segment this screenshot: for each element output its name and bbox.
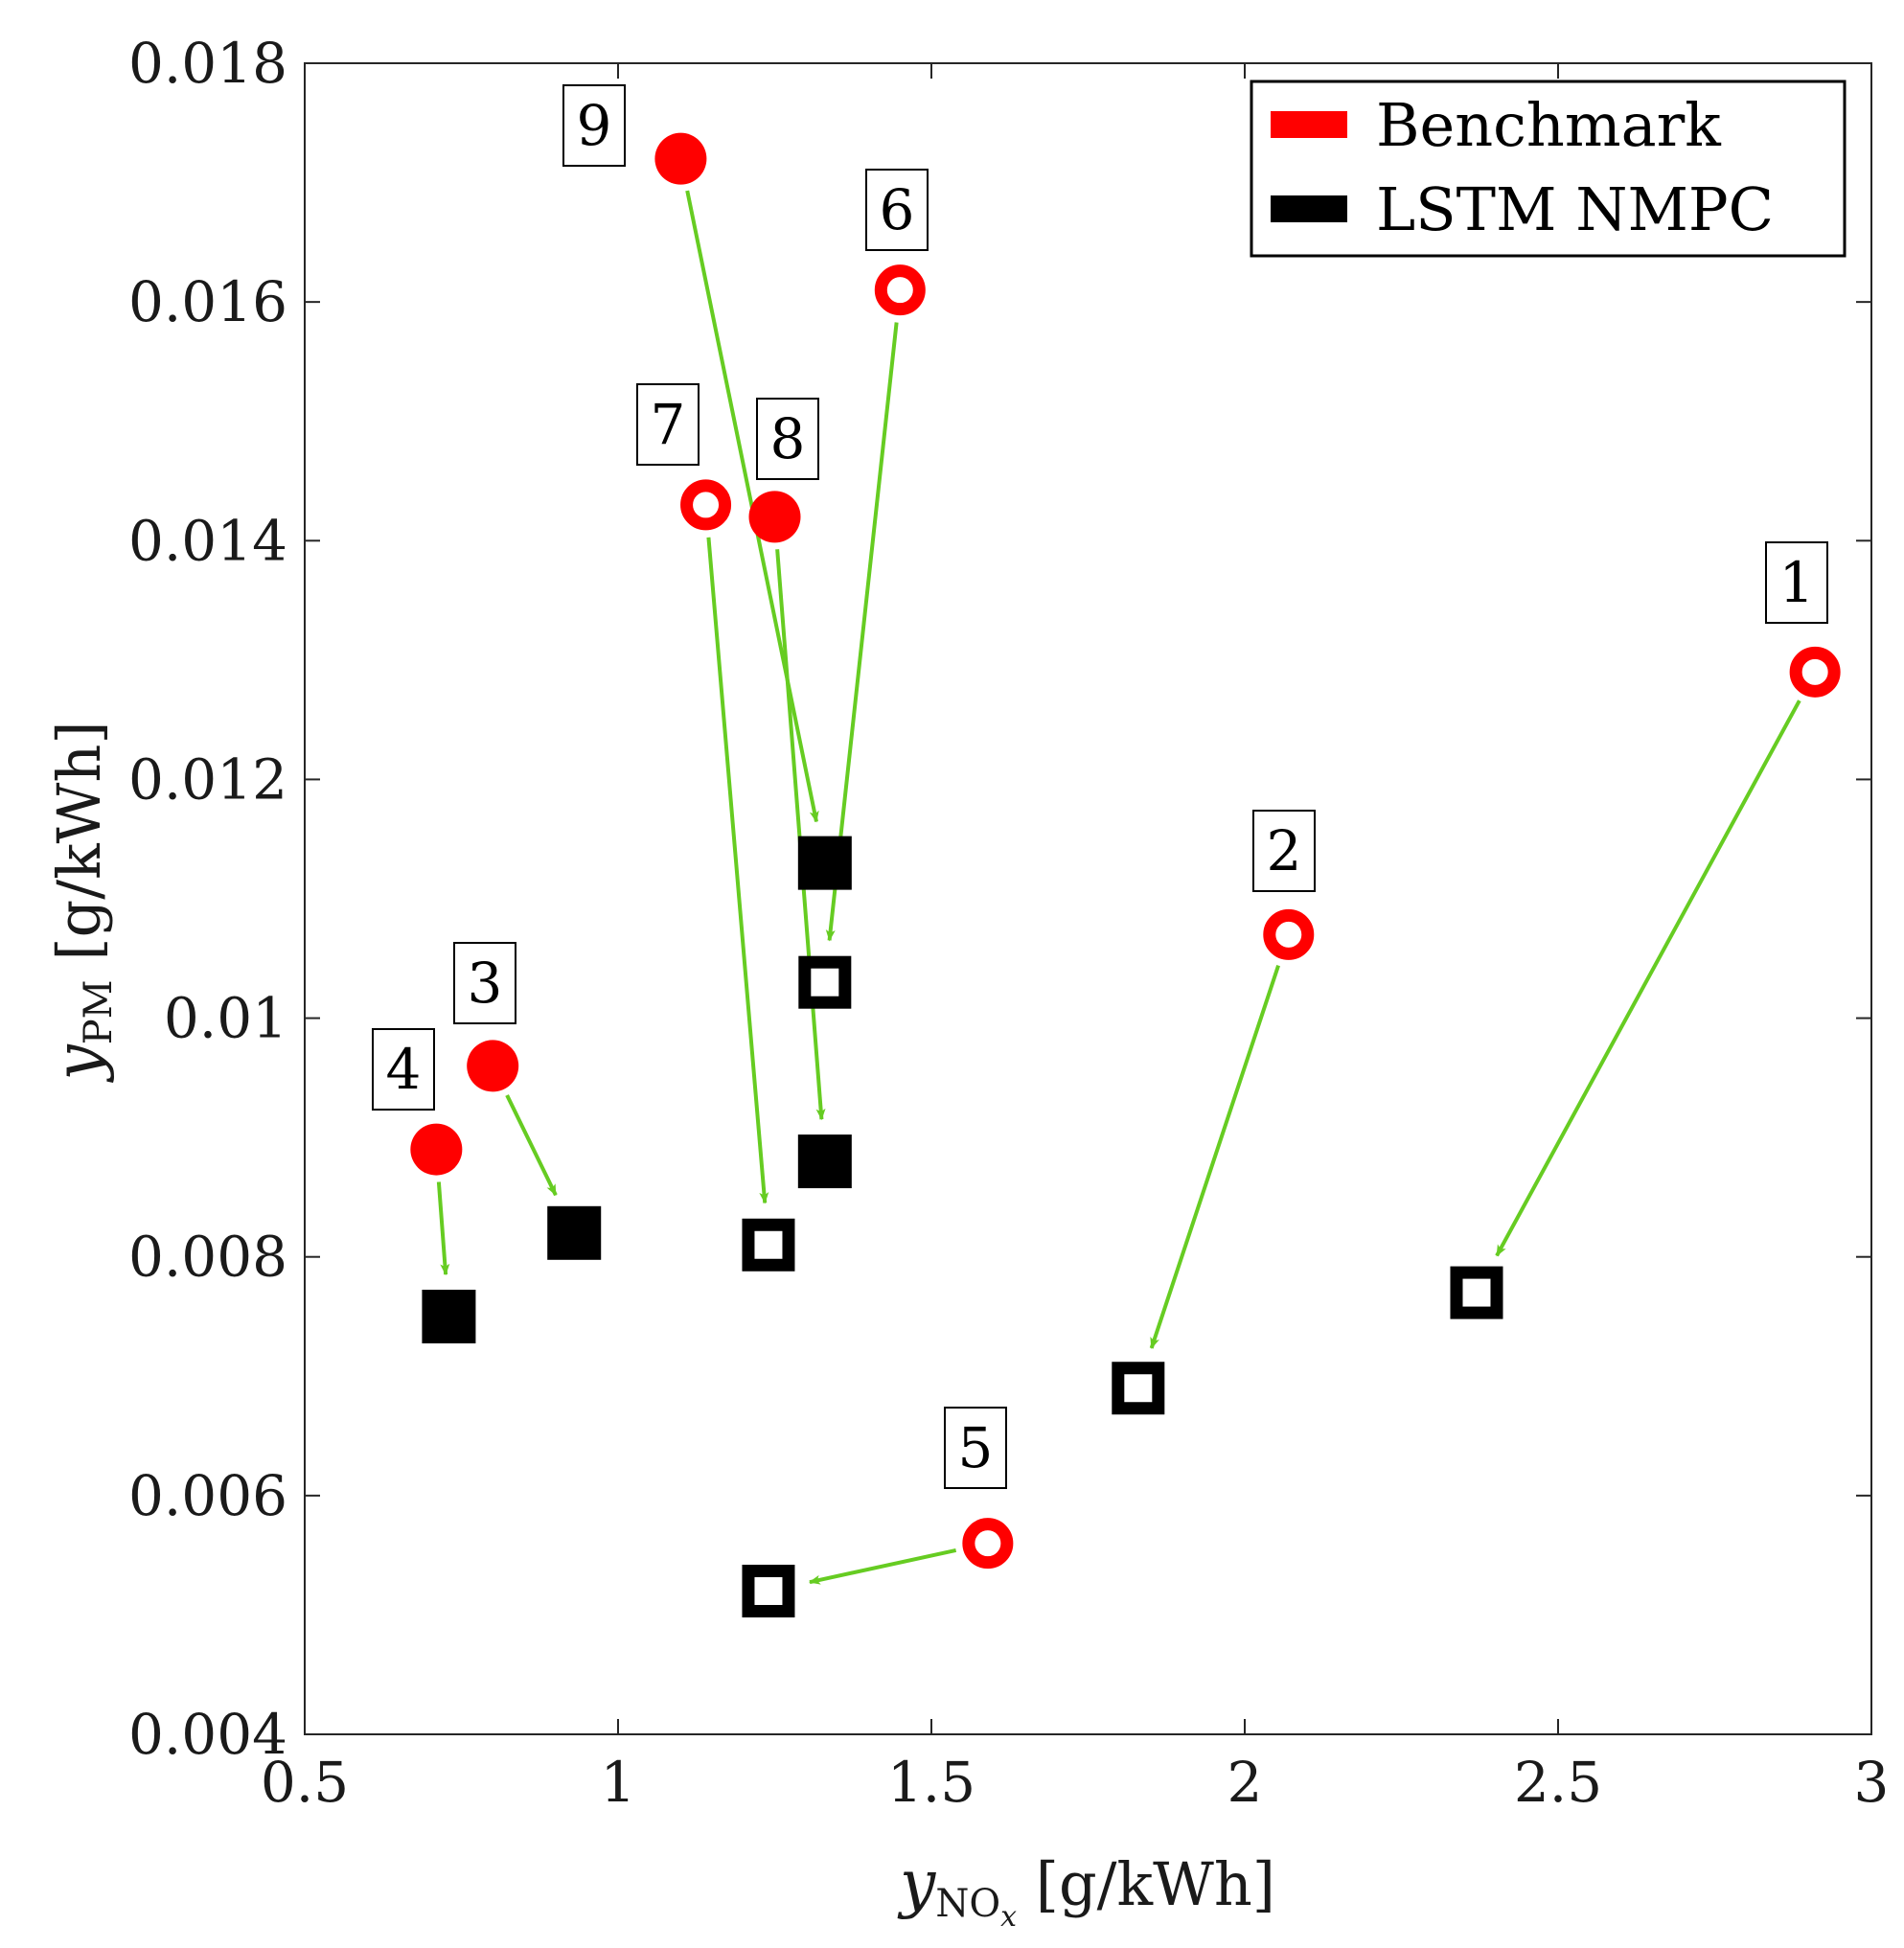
point-label-box-4 [372,1028,435,1111]
benchmark-point-7 [680,479,732,531]
y-tick-label: 0.01 [164,986,287,1051]
axes: 0.5 1 1.5 2 2.5 3 0.004 0.006 0.008 0.01 0.012 0.01… [128,31,1890,1815]
legend-label-1: Benchmark [1376,90,1721,160]
arrow-3 [505,1094,558,1197]
nmpc-point-3 [547,1205,602,1260]
nmpc-point-5 [742,1565,795,1618]
legend-swatch-1 [1271,111,1347,138]
y-tick-label: 0.006 [128,1463,287,1528]
point-label-8: 8 [770,406,806,471]
x-tick-label: 1.5 [887,1750,975,1815]
y-tick-label: 0.014 [128,508,287,573]
nmpc-point-6 [798,955,852,1009]
point-label-1: 1 [1779,550,1815,615]
markers [410,132,1841,1618]
point-label-2: 2 [1267,818,1302,883]
nmpc-point-4 [422,1290,476,1343]
axis-titles: yNOx [g/kWh] yPM [g/kWh] [41,721,1275,1934]
x-tick-label: 2 [1227,1750,1263,1815]
point-label-box-2 [1252,810,1316,892]
point-label-5: 5 [958,1415,994,1480]
x-tick-label: 2.5 [1514,1750,1602,1815]
axes-frame [304,62,1872,1735]
nmpc-point-7 [742,1218,795,1272]
y-tick-label: 0.016 [128,269,287,334]
point-label-6: 6 [880,177,915,242]
y-tick-label: 0.018 [128,31,287,96]
point-labels: 1 2 34 5 6 7 8 9 [372,84,1828,1489]
y-tick-label: 0.012 [128,746,287,812]
arrow-4 [436,1181,450,1276]
point-label-9: 9 [577,93,612,158]
benchmark-point-2 [1263,908,1315,960]
benchmark-point-6 [874,264,926,316]
legend-swatch-2 [1271,195,1347,222]
point-label-box-9 [562,84,626,167]
x-tick-label: 0.5 [261,1750,349,1815]
x-tick-label: 3 [1854,1750,1890,1815]
point-label-4: 4 [386,1037,422,1102]
legend-box [1250,80,1847,258]
point-label-7: 7 [651,392,686,457]
y-tick-label: 0.008 [128,1225,287,1290]
benchmark-point-8 [748,491,801,543]
x-tick-label: 1 [601,1750,636,1815]
y-tick-label: 0.004 [128,1702,287,1767]
nmpc-point-9 [797,836,852,890]
arrow-5 [808,1547,957,1585]
arrow-2 [1149,965,1280,1349]
benchmark-point-4 [410,1123,463,1176]
benchmark-point-5 [962,1518,1014,1570]
y-axis-title: yPM [g/kWh] [41,721,121,1083]
point-label-box-7 [636,383,700,466]
point-label-box-8 [756,398,819,480]
nmpc-point-2 [1112,1362,1165,1415]
legend: Benchmark LSTM NMPC [1250,80,1847,258]
benchmark-point-9 [654,132,707,185]
arrow-1 [1495,699,1801,1257]
arrow-8 [775,549,826,1121]
point-label-box-5 [944,1407,1007,1489]
point-label-3: 3 [468,951,503,1016]
benchmark-point-3 [467,1040,519,1092]
point-label-box-3 [453,942,516,1024]
point-label-box-6 [865,169,929,251]
nmpc-point-1 [1450,1266,1503,1319]
legend-label-2: LSTM NMPC [1376,174,1774,244]
benchmark-point-1 [1789,646,1841,698]
nmpc-point-8 [797,1134,852,1189]
x-axis-title: yNOx [g/kWh] [897,1846,1275,1934]
arrow-7 [706,537,769,1204]
point-label-box-1 [1765,541,1828,624]
